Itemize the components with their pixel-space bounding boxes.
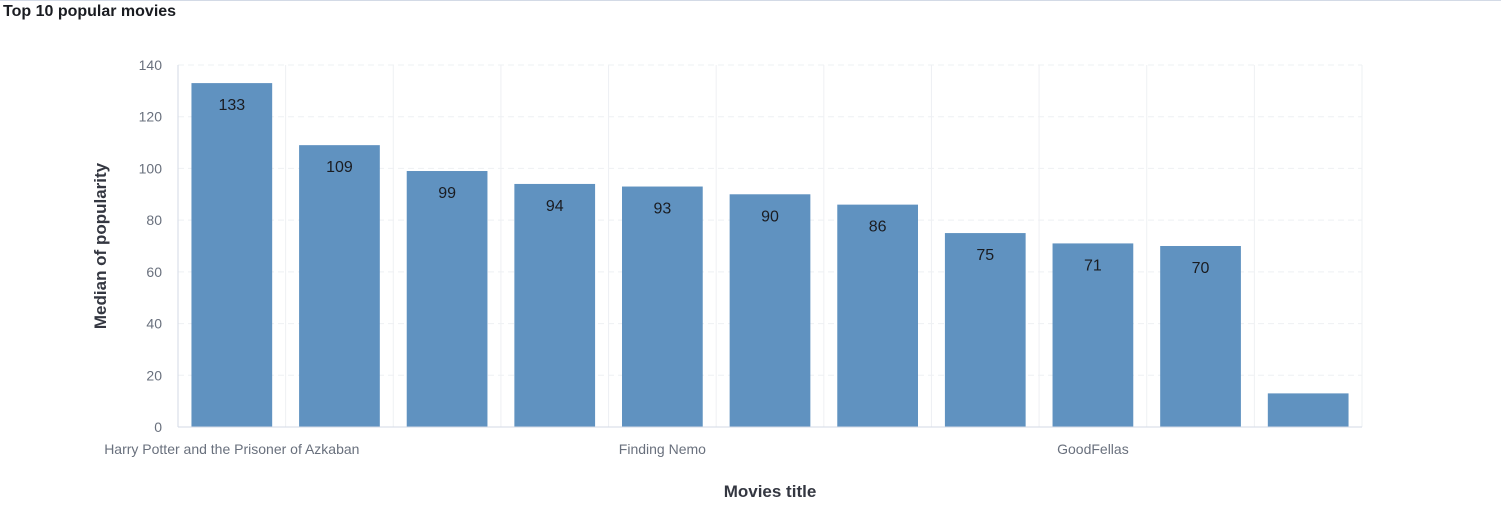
y-axis-title: Median of popularity	[91, 162, 110, 329]
y-tick-label: 60	[146, 264, 162, 280]
bar-value-label: 133	[218, 97, 245, 114]
bar	[1052, 243, 1134, 427]
bar	[1160, 246, 1241, 427]
y-tick-label: 80	[146, 212, 162, 228]
bar	[622, 186, 703, 427]
top-divider	[0, 0, 1501, 1]
x-tick-label: Harry Potter and the Prisoner of Azkaban	[104, 441, 359, 457]
y-tick-label: 40	[146, 316, 162, 332]
y-tick-label: 20	[146, 367, 162, 383]
x-axis-title: Movies title	[724, 482, 817, 501]
x-tick-label: GoodFellas	[1057, 441, 1129, 457]
bar	[729, 194, 811, 427]
bar-value-label: 90	[761, 208, 779, 225]
y-tick-label: 120	[139, 109, 163, 125]
bar-value-label: 94	[546, 198, 564, 215]
bars	[191, 83, 1349, 427]
bar-value-labels: 133 109 99 94 93 90 86 75 71 70	[218, 97, 1209, 277]
y-tick-label: 0	[154, 419, 162, 435]
bar	[944, 233, 1026, 427]
bar-value-label: 71	[1084, 257, 1102, 274]
bar-value-label: 99	[438, 185, 456, 202]
bar-value-label: 75	[976, 247, 994, 264]
bar	[837, 204, 918, 427]
x-tick-label: Finding Nemo	[619, 441, 706, 457]
bar	[406, 171, 488, 427]
y-axis-ticks: 0 20 40 60 80 100 120 140	[139, 57, 163, 435]
bar	[191, 83, 273, 427]
chart-title: Top 10 popular movies	[3, 3, 177, 20]
bar-value-label: 109	[326, 159, 353, 176]
bar	[299, 145, 380, 427]
y-tick-label: 140	[139, 57, 163, 73]
bar-value-label: 86	[869, 219, 887, 236]
bar	[514, 183, 596, 427]
y-tick-label: 100	[139, 160, 163, 176]
bar-value-label: 70	[1192, 260, 1210, 277]
x-axis-ticks: Harry Potter and the Prisoner of Azkaban…	[104, 441, 1129, 457]
bar	[1267, 393, 1349, 427]
bar-value-label: 93	[653, 201, 671, 218]
